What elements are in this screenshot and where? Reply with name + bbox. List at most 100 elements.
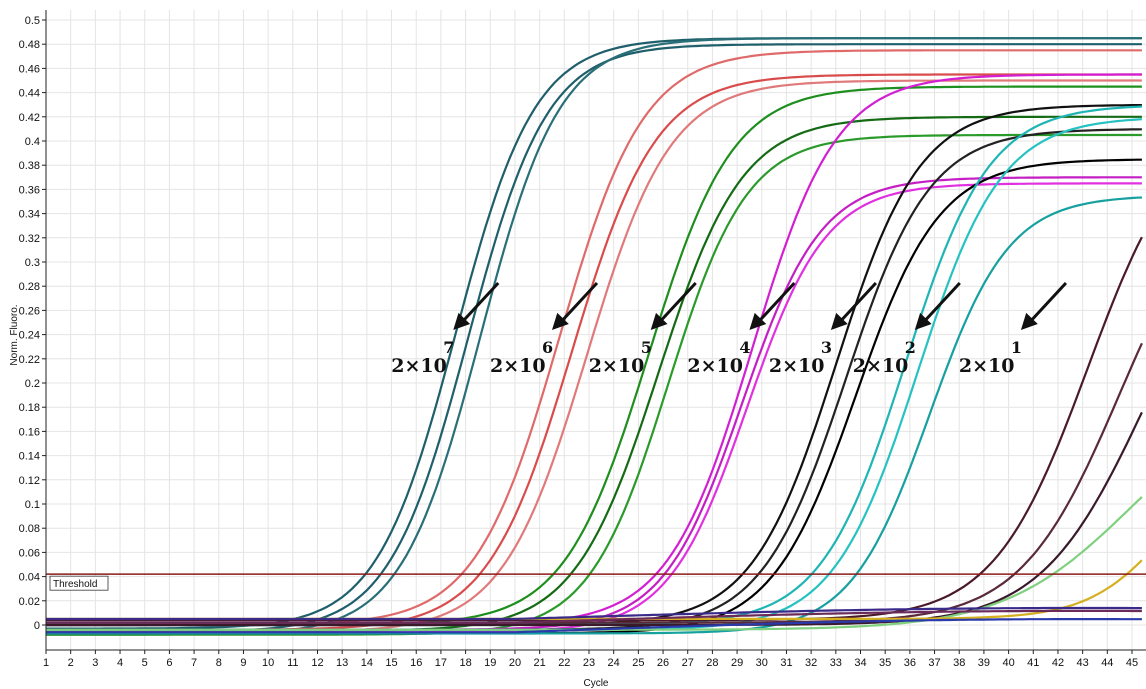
y-tick-label: 0.36 (19, 184, 40, 196)
x-tick-label: 15 (385, 657, 397, 669)
y-tick-label: 0.18 (19, 402, 40, 414)
amplification-curves (46, 37, 1143, 636)
y-tick-label: 0.02 (19, 596, 40, 608)
annotation-arrow-shaft (460, 281, 500, 325)
annotation-label-exponent: 2 (905, 338, 916, 357)
annotation-arrow-head (749, 312, 767, 330)
series-line-9 (46, 133, 1142, 636)
x-tick-label: 1 (43, 657, 49, 669)
x-tick-label: 18 (459, 657, 471, 669)
x-tick-label: 37 (928, 657, 940, 669)
series-line-18 (46, 196, 1142, 635)
x-tick-label: 2 (68, 657, 74, 669)
threshold-line-group: Threshold (46, 573, 1146, 591)
y-tick-label: 0.3 (25, 257, 40, 269)
annotation-arrow-head (914, 312, 932, 330)
x-tick-label: 29 (731, 657, 743, 669)
y-tick-label: 0.4 (25, 136, 40, 148)
x-tick-label: 16 (410, 657, 422, 669)
annotation-7: 2×107 (391, 281, 500, 377)
x-tick-label: 3 (92, 657, 98, 669)
annotation-label-exponent: 4 (739, 338, 750, 357)
y-tick-label: 0.34 (19, 209, 40, 221)
annotation-label-base: 2×10 (959, 355, 1015, 377)
x-tick-label: 13 (336, 657, 348, 669)
annotation-label-base: 2×10 (391, 355, 447, 377)
y-tick-label: 0.44 (19, 88, 40, 100)
annotation-label-base: 2×10 (589, 355, 645, 377)
x-tick-label: 32 (805, 657, 817, 669)
x-tick-label: 34 (854, 657, 866, 669)
annotation-label-exponent: 6 (542, 338, 553, 357)
x-tick-label: 9 (240, 657, 246, 669)
x-tick-label: 38 (953, 657, 965, 669)
annotation-label-exponent: 3 (821, 338, 832, 357)
x-tick-label: 7 (191, 657, 197, 669)
annotation-label-base: 2×10 (769, 355, 825, 377)
annotation-arrow-head (453, 312, 471, 330)
x-tick-label: 28 (706, 657, 718, 669)
annotation-label-exponent: 1 (1011, 338, 1022, 357)
threshold-label-box (49, 575, 109, 591)
annotation-arrow-head (650, 312, 668, 330)
plot-area (46, 10, 1146, 650)
x-tick-label: 11 (287, 657, 298, 669)
x-tick-label: 25 (632, 657, 644, 669)
x-tick-label: 19 (484, 657, 496, 669)
y-tick-label: 0.06 (19, 547, 40, 559)
y-tick-label: 0.48 (19, 39, 40, 51)
series-line-24 (46, 606, 1142, 621)
x-tick-label: 14 (361, 657, 373, 669)
x-tick-label: 5 (142, 657, 148, 669)
annotation-label-exponent: 7 (443, 338, 454, 357)
x-tick-label: 20 (509, 657, 521, 669)
y-tick-label: 0.42 (19, 112, 40, 124)
annotation-4: 2×104 (687, 281, 796, 377)
y-tick-label: 0.16 (19, 426, 40, 438)
annotation-2: 2×102 (853, 281, 961, 377)
y-tick-label: 0.46 (19, 63, 40, 75)
annotation-label-base: 2×10 (687, 355, 743, 377)
annotation-label-base: 2×10 (853, 355, 909, 377)
series-line-25 (46, 609, 1142, 624)
y-tick-label: 0.5 (25, 15, 40, 27)
x-tick-label: 12 (311, 657, 323, 669)
x-tick-label: 41 (1027, 657, 1039, 669)
series-line-8 (46, 115, 1142, 633)
annotation-3: 2×103 (769, 281, 877, 377)
x-tick-label: 6 (166, 657, 172, 669)
x-tick-label: 10 (262, 657, 274, 669)
x-tick-label: 33 (830, 657, 842, 669)
annotation-arrow-shaft (756, 281, 796, 325)
x-tick-label: 21 (534, 657, 546, 669)
y-tick-label: 0.04 (19, 572, 40, 584)
y-axis-title: Norm. Fluoro. (9, 304, 20, 365)
annotation-arrow-head (551, 312, 569, 330)
annotation-5: 2×105 (589, 281, 697, 377)
annotation-arrow-shaft (1027, 281, 1068, 325)
y-tick-label: 0.14 (19, 451, 40, 463)
annotation-1: 2×101 (959, 281, 1068, 377)
y-tick-label: 0 (34, 620, 40, 632)
x-tick-label: 43 (1077, 657, 1089, 669)
x-tick-label: 26 (657, 657, 669, 669)
x-tick-label: 31 (780, 657, 792, 669)
y-tick-label: 0.32 (19, 233, 40, 245)
y-tick-label: 0.28 (19, 281, 40, 293)
x-tick-label: 40 (1002, 657, 1014, 669)
x-tick-label: 17 (435, 657, 447, 669)
x-tick-label: 35 (879, 657, 891, 669)
annotation-arrow-head (1020, 312, 1038, 330)
x-tick-label: 8 (216, 657, 222, 669)
x-tick-label: 45 (1126, 657, 1138, 669)
annotation-arrow-head (830, 312, 848, 330)
y-tick-label: 0.22 (19, 354, 40, 366)
threshold-label: Threshold (53, 579, 97, 590)
y-tick-label: 0.08 (19, 523, 40, 535)
annotation-arrow-shaft (837, 281, 877, 325)
y-tick-label: 0.24 (19, 330, 40, 342)
y-tick-label: 0.26 (19, 305, 40, 317)
x-tick-label: 42 (1052, 657, 1064, 669)
